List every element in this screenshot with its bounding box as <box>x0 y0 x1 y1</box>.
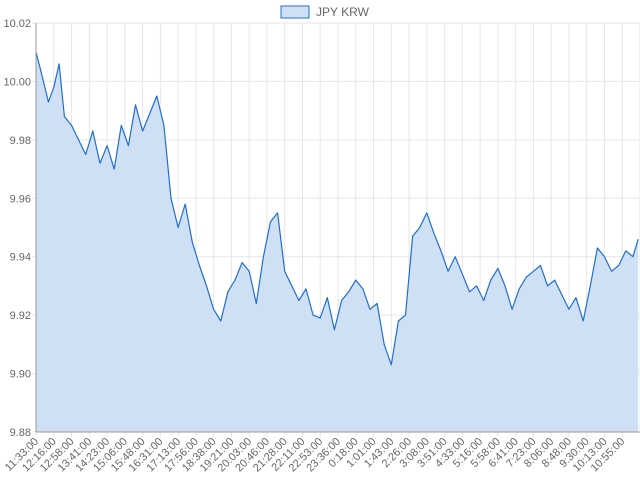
area-layer <box>35 52 639 432</box>
legend-swatch <box>280 5 310 19</box>
series-line[interactable] <box>35 52 639 366</box>
legend-label: JPY KRW <box>316 5 370 19</box>
y-tick-label: 9.88 <box>10 427 31 439</box>
y-tick-label: 9.94 <box>10 252 31 264</box>
series-area-fill <box>36 52 639 432</box>
y-tick-label: 9.98 <box>10 135 31 147</box>
y-tick-label: 9.92 <box>10 310 31 322</box>
y-tick-label: 10.02 <box>3 18 31 30</box>
y-tick-label: 9.90 <box>10 369 31 381</box>
y-tick-label: 10.00 <box>3 76 31 88</box>
y-tick-label: 9.96 <box>10 193 31 205</box>
legend[interactable]: JPY KRW <box>280 5 370 19</box>
